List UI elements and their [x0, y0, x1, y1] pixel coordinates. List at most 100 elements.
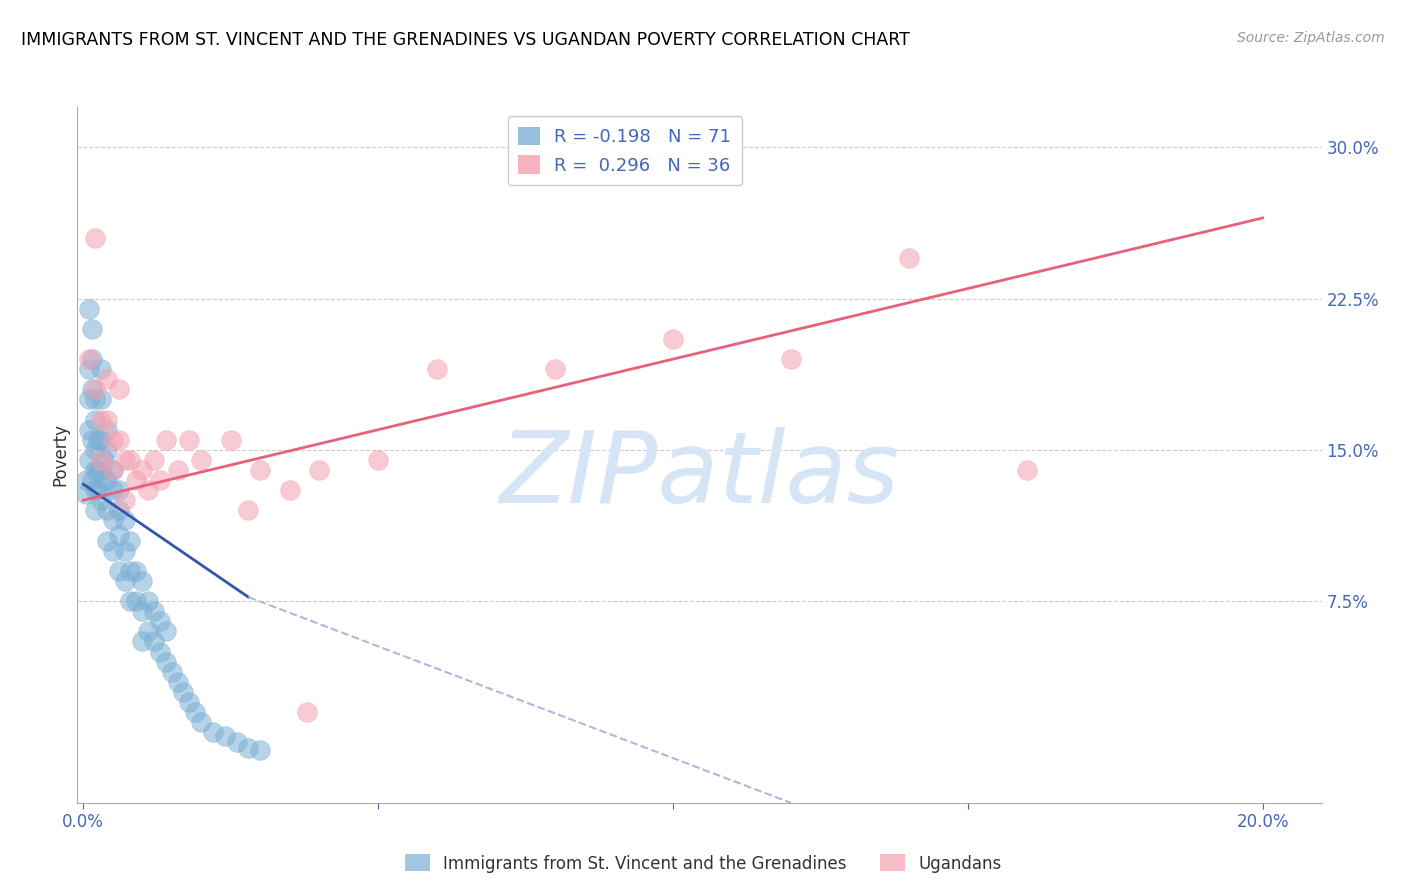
Y-axis label: Poverty: Poverty — [51, 424, 69, 486]
Point — [87, 483, 110, 498]
Point — [131, 574, 153, 588]
Legend: Immigrants from St. Vincent and the Grenadines, Ugandans: Immigrants from St. Vincent and the Gren… — [398, 847, 1008, 880]
Point — [249, 743, 271, 757]
Point — [90, 362, 112, 376]
Point — [77, 352, 100, 367]
Point — [214, 729, 236, 743]
Point — [155, 655, 177, 669]
Point — [84, 383, 107, 397]
Point — [190, 453, 212, 467]
Point — [101, 463, 124, 477]
Point — [101, 433, 124, 447]
Point — [114, 453, 136, 467]
Point — [225, 735, 247, 749]
Text: IMMIGRANTS FROM ST. VINCENT AND THE GRENADINES VS UGANDAN POVERTY CORRELATION CH: IMMIGRANTS FROM ST. VINCENT AND THE GREN… — [21, 31, 910, 49]
Point — [1015, 463, 1038, 477]
Point — [297, 705, 319, 719]
Point — [84, 503, 107, 517]
Point — [136, 483, 159, 498]
Point — [101, 543, 124, 558]
Point — [544, 362, 567, 376]
Point — [143, 634, 166, 648]
Point — [249, 463, 271, 477]
Point — [84, 412, 107, 426]
Point — [101, 483, 124, 498]
Point — [84, 442, 107, 457]
Point — [96, 372, 118, 386]
Point — [897, 252, 920, 266]
Point — [77, 453, 100, 467]
Point — [149, 473, 172, 487]
Point — [77, 362, 100, 376]
Point — [184, 705, 207, 719]
Point — [90, 493, 112, 508]
Text: Source: ZipAtlas.com: Source: ZipAtlas.com — [1237, 31, 1385, 45]
Point — [107, 483, 129, 498]
Point — [120, 564, 142, 578]
Point — [125, 473, 148, 487]
Point — [107, 383, 129, 397]
Point — [75, 473, 97, 487]
Point — [219, 433, 242, 447]
Point — [90, 392, 112, 407]
Point — [131, 634, 153, 648]
Point — [149, 615, 172, 629]
Point — [107, 433, 129, 447]
Point — [278, 483, 301, 498]
Point — [131, 463, 153, 477]
Point — [90, 453, 112, 467]
Point — [96, 412, 118, 426]
Point — [166, 674, 188, 689]
Point — [93, 473, 115, 487]
Point — [136, 624, 159, 639]
Point — [120, 533, 142, 548]
Point — [84, 483, 107, 498]
Point — [80, 322, 103, 336]
Point — [80, 383, 103, 397]
Point — [90, 463, 112, 477]
Point — [426, 362, 449, 376]
Point — [114, 493, 136, 508]
Point — [93, 453, 115, 467]
Point — [107, 564, 129, 578]
Point — [120, 453, 142, 467]
Point — [80, 473, 103, 487]
Point — [238, 741, 260, 756]
Point — [149, 644, 172, 658]
Point — [107, 503, 129, 517]
Legend: R = -0.198   N = 71, R =  0.296   N = 36: R = -0.198 N = 71, R = 0.296 N = 36 — [508, 116, 742, 186]
Point — [160, 665, 183, 679]
Point — [155, 433, 177, 447]
Point — [90, 412, 112, 426]
Point — [80, 352, 103, 367]
Point — [96, 423, 118, 437]
Point — [780, 352, 803, 367]
Point — [136, 594, 159, 608]
Point — [143, 604, 166, 618]
Point — [125, 594, 148, 608]
Point — [80, 433, 103, 447]
Point — [84, 463, 107, 477]
Point — [662, 332, 685, 346]
Point — [308, 463, 330, 477]
Point — [367, 453, 389, 467]
Point — [120, 594, 142, 608]
Point — [77, 423, 100, 437]
Point — [84, 231, 107, 245]
Point — [87, 463, 110, 477]
Point — [172, 685, 194, 699]
Point — [84, 392, 107, 407]
Point — [107, 527, 129, 541]
Point — [101, 513, 124, 527]
Point — [96, 473, 118, 487]
Point — [179, 433, 201, 447]
Point — [77, 301, 100, 316]
Point — [155, 624, 177, 639]
Point — [131, 604, 153, 618]
Point — [101, 463, 124, 477]
Point — [90, 433, 112, 447]
Point — [190, 715, 212, 730]
Point — [96, 503, 118, 517]
Text: ZIPatlas: ZIPatlas — [499, 427, 900, 524]
Point — [114, 513, 136, 527]
